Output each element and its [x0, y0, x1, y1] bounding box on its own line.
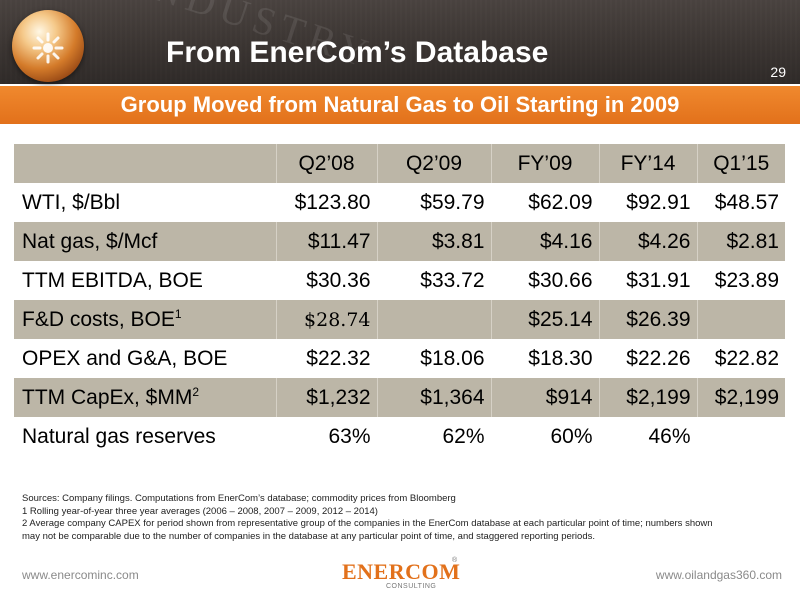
table-cell: $22.82 [696, 339, 785, 378]
enercom-logo: ENERCOM CONSULTING ® [342, 557, 462, 593]
table-cell: $31.91 [598, 261, 697, 300]
table-row: TTM CapEx, $MM2 $1,232 $1,364 $914 $2,19… [14, 378, 785, 417]
footnote-line: Sources: Company filings. Computations f… [22, 493, 456, 504]
table-row: Nat gas, $/Mcf $11.47 $3.81 $4.16 $4.26 … [14, 222, 785, 261]
enercom-logo-wordmark: ENERCOM [342, 559, 461, 584]
table-cell: $914 [490, 378, 599, 417]
table-cell: $22.32 [275, 339, 377, 378]
subtitle: Group Moved from Natural Gas to Oil Star… [120, 92, 680, 117]
table-cell: $123.80 [275, 183, 377, 222]
table-row: F&D costs, BOE1 $28.74 $25.14 $26.39 [14, 300, 785, 339]
footnotes: Sources: Company filings. Computations f… [22, 493, 782, 543]
page-number: 29 [770, 64, 786, 80]
table-cell: $3.81 [376, 222, 491, 261]
row-label: TTM CapEx, $MM2 [14, 378, 276, 417]
footnote-marker: 2 [192, 384, 200, 399]
table-cell: $11.47 [275, 222, 377, 261]
row-label: WTI, $/Bbl [22, 190, 121, 214]
subtitle-bar: Group Moved from Natural Gas to Oil Star… [0, 86, 800, 124]
table-cell: $59.79 [376, 183, 491, 222]
table-cell: $30.66 [490, 261, 599, 300]
row-label-text: F&D costs, BOE [22, 307, 175, 331]
table-cell: $33.72 [376, 261, 491, 300]
footnote-marker: 1 [174, 306, 182, 321]
table-cell: $2,199 [696, 378, 785, 417]
table-cell: $4.16 [490, 222, 599, 261]
table-cell: $1,364 [376, 378, 491, 417]
table-cell: $2.81 [696, 222, 785, 261]
header-texture [0, 0, 800, 84]
row-label: F&D costs, BOE1 [14, 300, 276, 339]
table-cell: 46% [598, 417, 697, 456]
table-cell: $18.30 [490, 339, 599, 378]
table-cell: $30.36 [275, 261, 377, 300]
enercom-logo-subtitle: CONSULTING [386, 583, 437, 590]
table-cell [376, 300, 491, 339]
column-header: FY’14 [598, 144, 697, 183]
table-cell: $26.39 [598, 300, 697, 339]
table-header-row: Q2’08 Q2’09 FY’09 FY’14 Q1’15 [14, 144, 785, 183]
table-cell [696, 417, 785, 456]
table-row: TTM EBITDA, BOE $30.36 $33.72 $30.66 $31… [14, 261, 785, 300]
table-cell: $48.57 [696, 183, 785, 222]
table-row: WTI, $/Bbl $123.80 $59.79 $62.09 $92.91 … [14, 183, 785, 222]
registered-mark: ® [452, 557, 458, 564]
table-cell: $4.26 [598, 222, 697, 261]
table-row: OPEX and G&A, BOE $22.32 $18.06 $18.30 $… [14, 339, 785, 378]
row-label: OPEX and G&A, BOE [22, 346, 228, 370]
row-label: TTM EBITDA, BOE [22, 268, 203, 292]
footer-link-enercom[interactable]: www.enercominc.com [22, 568, 139, 582]
row-label: Nat gas, $/Mcf [14, 222, 276, 261]
column-header: Q1’15 [696, 144, 785, 183]
footnote-line: may not be comparable due to the number … [22, 530, 595, 542]
table-cell: $22.26 [598, 339, 697, 378]
column-header: Q2’08 [275, 144, 377, 183]
table-cell: $23.89 [696, 261, 785, 300]
table-cell: $25.14 [490, 300, 599, 339]
table-cell: $1,232 [275, 378, 377, 417]
table-cell: $18.06 [376, 339, 491, 378]
column-header: Q2’09 [376, 144, 491, 183]
header-banner: INDUSTRY From EnerCom’s Database 29 [0, 0, 800, 84]
footnote-line: 1 Rolling year-of-year three year averag… [22, 505, 378, 517]
table-cell: $62.09 [490, 183, 599, 222]
table-cell: 62% [376, 417, 491, 456]
sun-logo-icon [12, 10, 84, 82]
data-table: Q2’08 Q2’09 FY’09 FY’14 Q1’15 WTI, $/Bbl… [14, 144, 785, 456]
row-label: Natural gas reserves [22, 424, 216, 448]
page-title: From EnerCom’s Database [166, 36, 549, 69]
table-row: Natural gas reserves 63% 62% 60% 46% [14, 417, 785, 456]
table-cell: 60% [490, 417, 599, 456]
table-cell: $92.91 [598, 183, 697, 222]
header-cell-empty [14, 144, 276, 183]
table-cell [696, 300, 785, 339]
footnote-line: 2 Average company CAPEX for period shown… [22, 518, 713, 529]
table-cell: 63% [275, 417, 377, 456]
row-label-text: TTM CapEx, $MM [22, 385, 193, 409]
table-cell: $2,199 [598, 378, 697, 417]
column-header: FY’09 [490, 144, 599, 183]
table-cell: $28.74 [275, 300, 377, 339]
footer-link-oilandgas360[interactable]: www.oilandgas360.com [655, 568, 782, 582]
